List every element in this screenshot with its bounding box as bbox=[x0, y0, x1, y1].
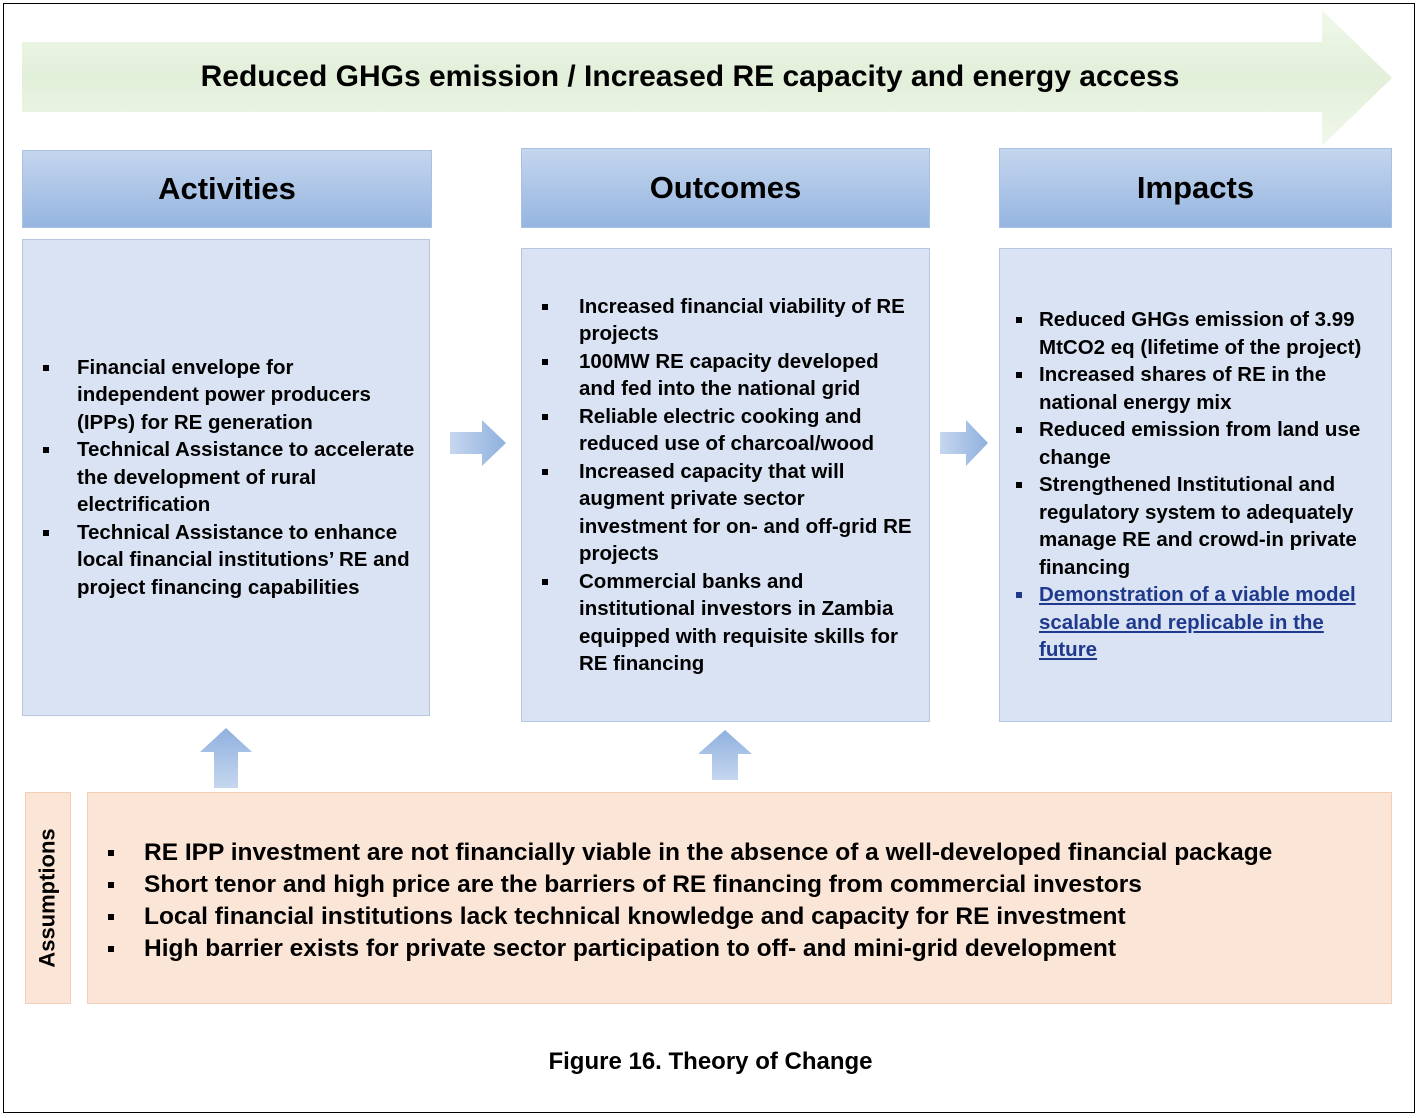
item-text: Reduced GHGs emission of 3.99 MtCO2 eq (… bbox=[1039, 308, 1362, 359]
item-text: Short tenor and high price are the barri… bbox=[144, 871, 1142, 898]
bullet bbox=[43, 529, 49, 536]
item-text: Increased shares of RE in the national e… bbox=[1039, 363, 1327, 414]
column-body: Increased financial viability of RE proj… bbox=[521, 248, 930, 722]
up-arrow bbox=[698, 730, 752, 780]
item-text: High barrier exists for private sector p… bbox=[144, 935, 1116, 962]
assumptions-label-box: Assumptions bbox=[25, 792, 71, 1004]
item-text: Commercial banks and institutional inves… bbox=[579, 569, 898, 676]
bullet bbox=[542, 468, 548, 475]
up-arrow bbox=[200, 728, 252, 788]
bullet bbox=[43, 364, 49, 371]
assumptions-box: RE IPP investment are not financially vi… bbox=[87, 792, 1392, 1004]
bullet-item: Increased financial viability of RE proj… bbox=[536, 293, 915, 348]
link-text[interactable]: Demonstration of a viable model scalable… bbox=[1039, 583, 1356, 662]
bullet bbox=[108, 850, 114, 856]
item-text: Increased capacity that will augment pri… bbox=[579, 459, 912, 566]
bullet-item: Strengthened Institutional and regulator… bbox=[1014, 471, 1377, 581]
bullet-item: High barrier exists for private sector p… bbox=[102, 933, 1391, 965]
column-body: Financial envelope for independent power… bbox=[22, 239, 430, 716]
assumptions-label: Assumptions bbox=[35, 828, 61, 968]
bullet bbox=[1016, 427, 1022, 434]
item-list: Reduced GHGs emission of 3.99 MtCO2 eq (… bbox=[1014, 306, 1377, 664]
bullet bbox=[108, 882, 114, 888]
bullet bbox=[1016, 482, 1022, 489]
banner-title: Reduced GHGs emission / Increased RE cap… bbox=[200, 60, 1180, 93]
bullet bbox=[542, 578, 548, 585]
bullet-item: Short tenor and high price are the barri… bbox=[102, 869, 1391, 901]
bullet bbox=[43, 447, 49, 454]
column-heading: Activities bbox=[22, 150, 432, 228]
bullet-item: Commercial banks and institutional inves… bbox=[536, 568, 915, 678]
item-text: Increased financial viability of RE proj… bbox=[579, 294, 905, 346]
bullet-item: Technical Assistance to accelerate the d… bbox=[37, 436, 415, 519]
item-text: Reliable electric cooking and reduced us… bbox=[579, 404, 875, 456]
bullet bbox=[1016, 372, 1022, 379]
bullet-item: Reliable electric cooking and reduced us… bbox=[536, 403, 915, 458]
bullet bbox=[542, 358, 548, 365]
bullet bbox=[542, 413, 548, 420]
bullet-item: Reduced GHGs emission of 3.99 MtCO2 eq (… bbox=[1014, 306, 1377, 361]
item-text: RE IPP investment are not financially vi… bbox=[144, 839, 1273, 866]
bullet-item: Technical Assistance to enhance local fi… bbox=[37, 519, 415, 602]
item-text: Reduced emission from land use change bbox=[1039, 418, 1361, 469]
bullet bbox=[542, 303, 548, 310]
column-heading: Impacts bbox=[999, 148, 1392, 228]
right-arrow bbox=[450, 420, 506, 466]
bullet bbox=[108, 946, 114, 952]
caption: Figure 16. Theory of Change bbox=[548, 1048, 873, 1075]
bullet-item: Increased shares of RE in the national e… bbox=[1014, 361, 1377, 416]
bullet bbox=[108, 914, 114, 920]
item-text: Technical Assistance to enhance local fi… bbox=[77, 520, 410, 599]
bullet-item: Financial envelope for independent power… bbox=[37, 354, 415, 437]
item-text: Strengthened Institutional and regulator… bbox=[1039, 473, 1357, 579]
right-arrow bbox=[940, 420, 988, 466]
bullet-item: Local financial institutions lack techni… bbox=[102, 901, 1391, 933]
bullet bbox=[1016, 317, 1022, 324]
bullet bbox=[1016, 592, 1022, 599]
bullet-item: RE IPP investment are not financially vi… bbox=[102, 837, 1391, 869]
column-body: Reduced GHGs emission of 3.99 MtCO2 eq (… bbox=[999, 248, 1392, 722]
assumptions-list: RE IPP investment are not financially vi… bbox=[102, 837, 1391, 965]
item-list: Financial envelope for independent power… bbox=[37, 354, 415, 602]
frame bbox=[3, 3, 1415, 1113]
bullet-item: 100MW RE capacity developed and fed into… bbox=[536, 348, 915, 403]
bullet-item[interactable]: Demonstration of a viable model scalable… bbox=[1014, 581, 1377, 664]
item-text: 100MW RE capacity developed and fed into… bbox=[579, 349, 879, 401]
bullet-item: Reduced emission from land use change bbox=[1014, 416, 1377, 471]
item-text: Financial envelope for independent power… bbox=[77, 355, 371, 434]
item-text: Local financial institutions lack techni… bbox=[144, 903, 1126, 930]
item-text: Technical Assistance to accelerate the d… bbox=[77, 438, 415, 517]
item-list: Increased financial viability of RE proj… bbox=[536, 293, 915, 678]
bullet-item: Increased capacity that will augment pri… bbox=[536, 458, 915, 568]
banner-arrow bbox=[22, 10, 1392, 146]
column-heading: Outcomes bbox=[521, 148, 930, 228]
